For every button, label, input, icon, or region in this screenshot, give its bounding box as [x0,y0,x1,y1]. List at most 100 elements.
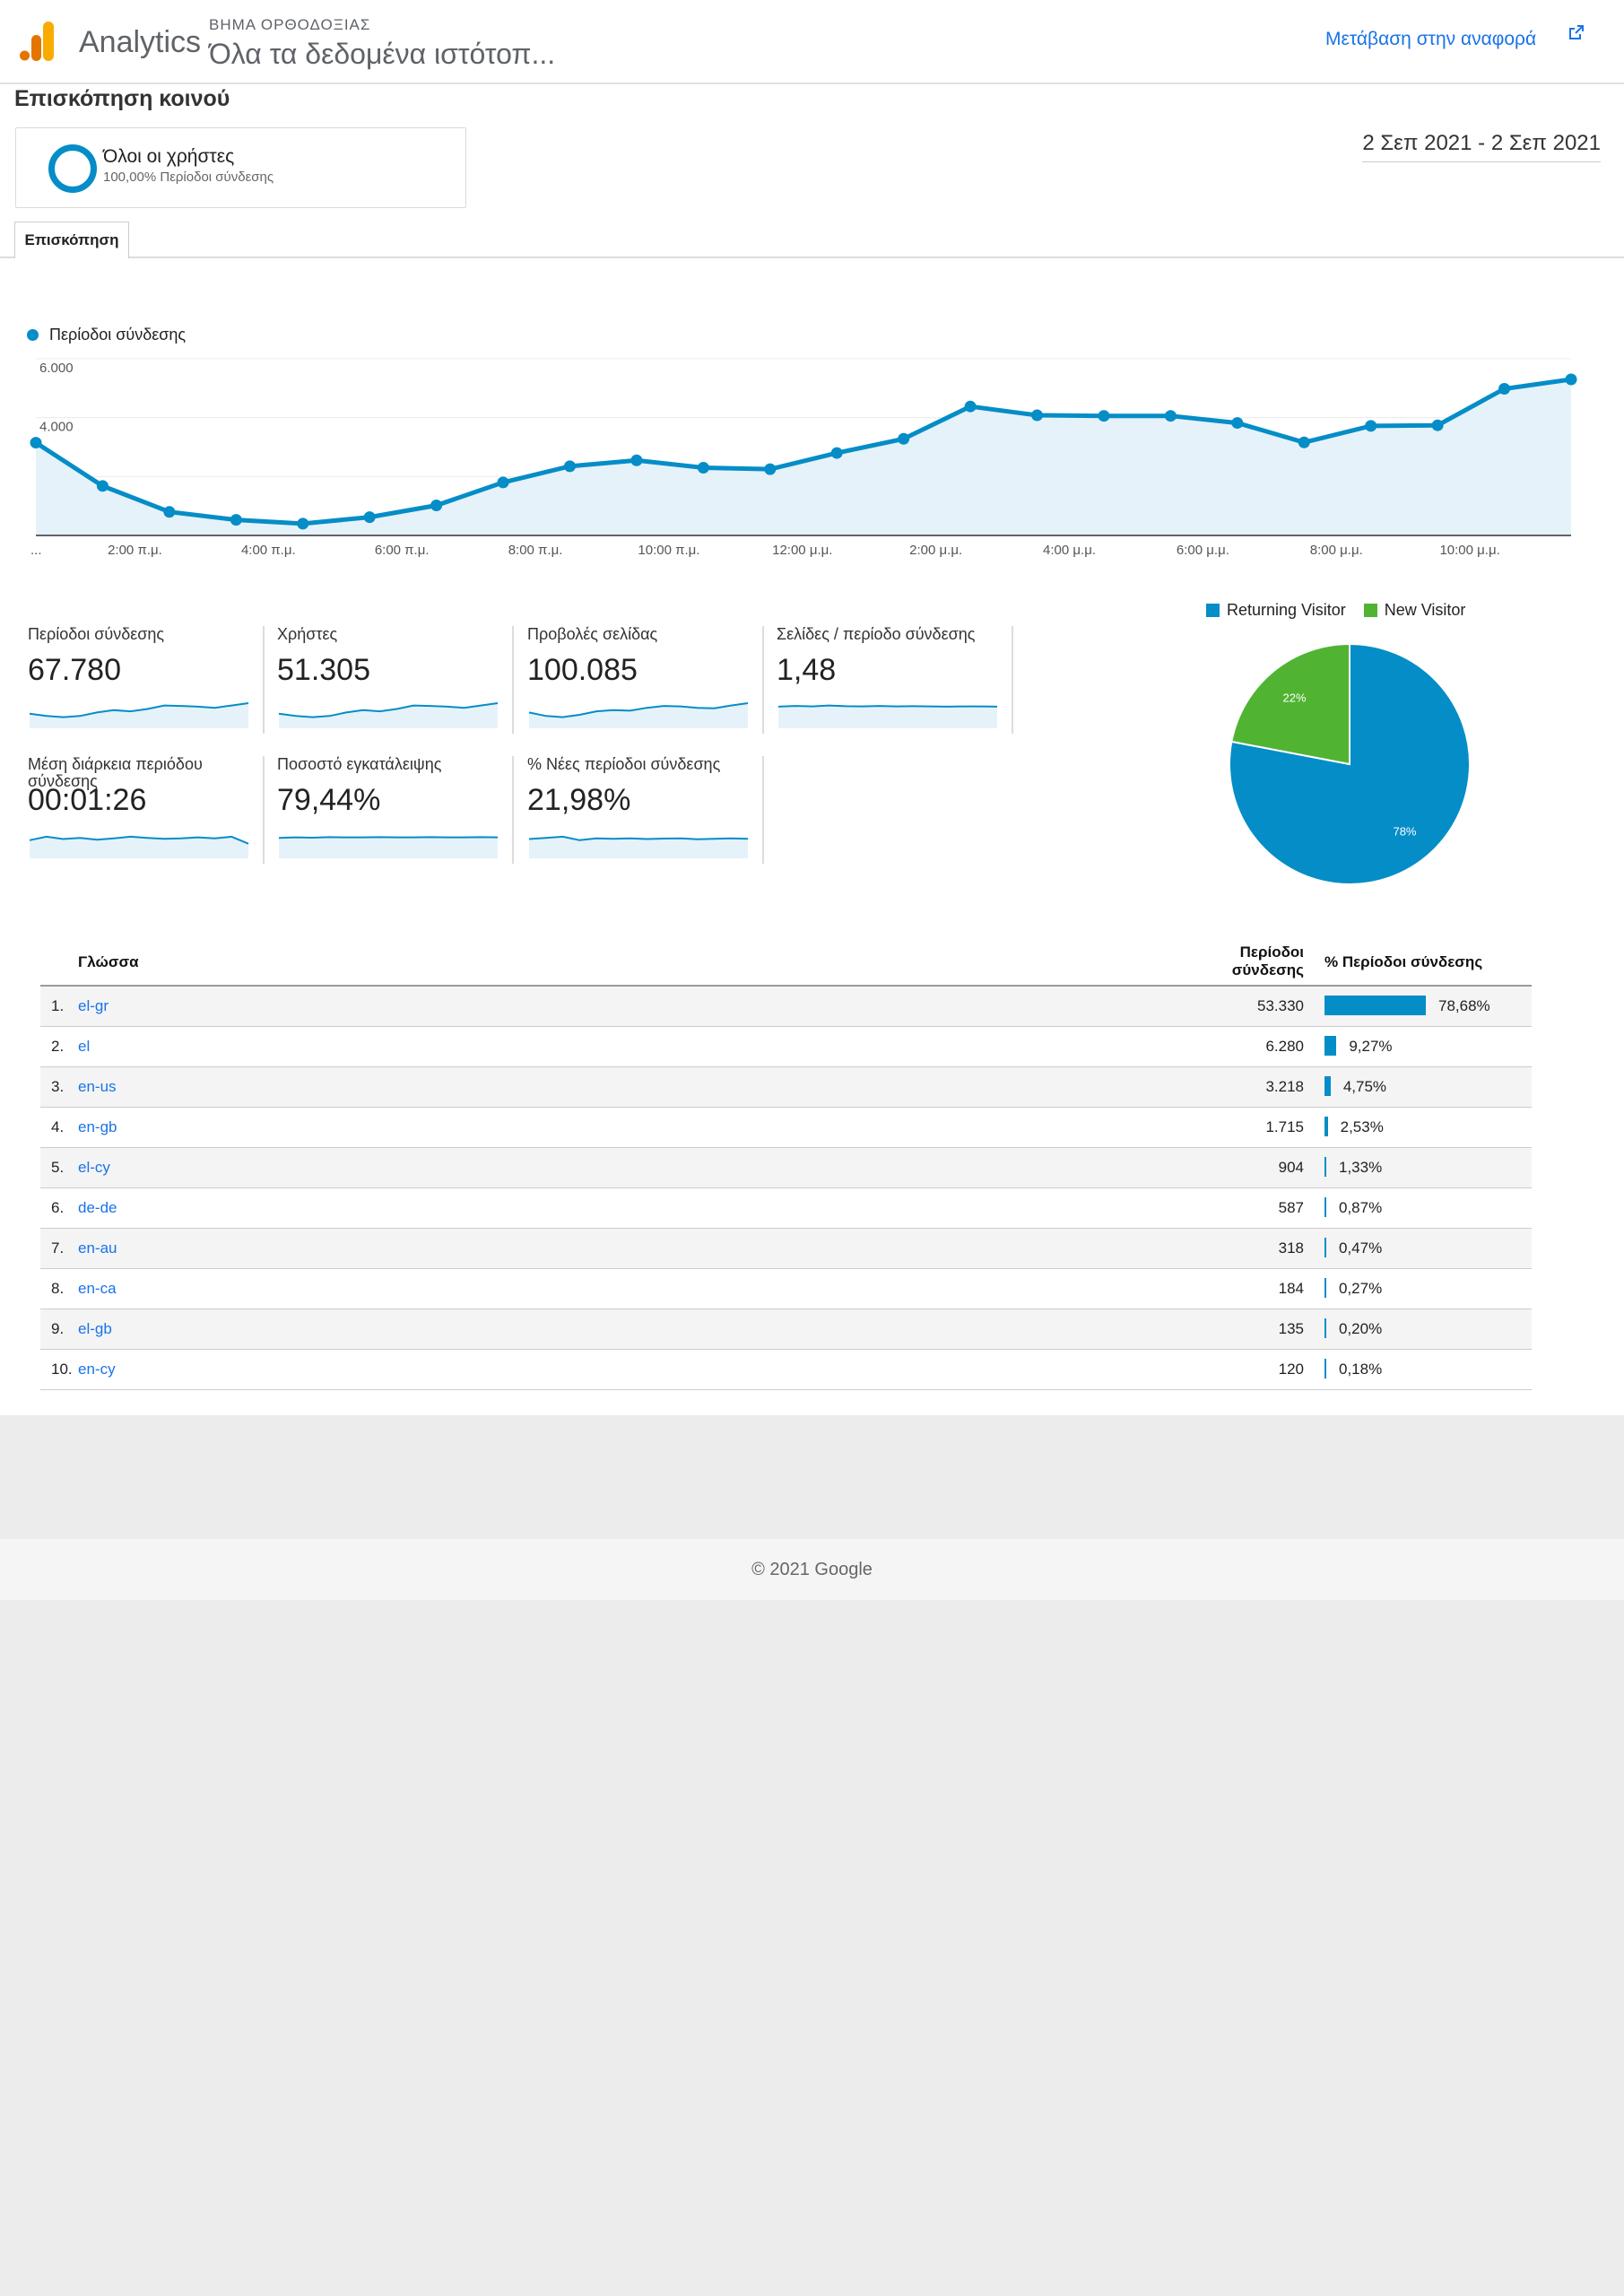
language-link[interactable]: el-gr [78,997,109,1014]
col-pct-sessions[interactable]: % Περίοδοι σύνδεσης [1324,953,1483,970]
data-point[interactable] [163,506,176,518]
metric-tile[interactable]: % Νέες περίοδοι σύνδεσης 21,98% [527,756,764,864]
col-sessions[interactable]: Περίοδοι σύνδεσης [1232,944,1304,979]
footer-copyright: © 2021 Google [0,1539,1624,1600]
metric-tile[interactable]: Μέση διάρκεια περιόδου σύνδεσης 00:01:26 [28,756,265,864]
data-point[interactable] [430,500,443,512]
data-point[interactable] [898,432,910,445]
language-link[interactable]: en-gb [78,1118,117,1135]
data-point[interactable] [1031,409,1044,422]
language-link[interactable]: en-au [78,1239,117,1257]
analytics-logo-icon[interactable] [20,22,56,61]
language-link[interactable]: el-gb [78,1320,112,1337]
pct-bar [1324,1359,1326,1378]
x-tick-label: 2:00 μ.μ. [909,543,962,558]
col-language[interactable]: Γλώσσα [78,953,139,970]
segment-ring-icon [48,144,97,193]
language-link[interactable]: en-cy [78,1361,116,1378]
language-link[interactable]: el-cy [78,1159,110,1176]
data-point[interactable] [1365,420,1377,432]
data-point[interactable] [1565,373,1577,386]
brand-name[interactable]: Analytics [79,25,202,59]
x-tick-label: 8:00 μ.μ. [1310,543,1363,558]
data-point[interactable] [630,454,643,466]
data-point[interactable] [1498,382,1511,395]
x-tick-label: 10:00 π.μ. [638,543,699,558]
segment-sub: 100,00% Περίοδοι σύνδεσης [103,170,274,185]
metric-value: 67.780 [28,653,121,687]
data-point[interactable] [1431,419,1444,431]
metric-sparkline [29,702,249,728]
sessions-value: 120 [1278,1361,1304,1378]
data-point[interactable] [230,514,242,526]
external-link-icon[interactable] [1569,25,1584,39]
page-title: Επισκόπηση κοινού [14,86,230,111]
row-number: 10. [51,1361,73,1378]
pct-bar [1324,1197,1326,1217]
table-row: 2. el 6.280 9,27% [40,1027,1532,1067]
data-point[interactable] [1298,436,1310,448]
property-selector[interactable]: Όλα τα δεδομένα ιστότοπ... [209,38,556,70]
metric-sparkline [777,704,998,728]
data-point[interactable] [1098,410,1110,422]
metric-tile[interactable]: Περίοδοι σύνδεσης 67.780 [28,626,265,734]
language-link[interactable]: en-ca [78,1280,117,1297]
data-point[interactable] [30,437,42,449]
data-point[interactable] [563,460,576,473]
data-point[interactable] [297,517,309,530]
metric-value: 100.085 [527,653,638,687]
data-point[interactable] [497,476,509,489]
table-row: 1. el-gr 53.330 78,68% [40,987,1532,1027]
row-number: 7. [51,1239,65,1257]
metric-label: Προβολές σελίδας [527,625,658,643]
data-point[interactable] [1231,417,1244,430]
account-name: ΒΗΜΑ ΟΡΘΟΔΟΞΙΑΣ [209,16,371,33]
metric-label: Ποσοστό εγκατάλειψης [277,755,442,773]
metric-value: 21,98% [527,783,631,817]
legend-dot-icon [27,329,39,341]
language-link[interactable]: en-us [78,1078,117,1095]
data-point[interactable] [96,480,109,492]
x-tick-label: 2:00 π.μ. [108,543,162,558]
pct-bar [1324,1278,1326,1298]
pct-value: 2,53% [1340,1118,1384,1135]
data-point[interactable] [363,511,376,524]
col-sessions-line2: σύνδεσης [1231,961,1304,978]
data-point[interactable] [764,463,777,475]
go-to-report-link[interactable]: Μετάβαση στην αναφορά [1325,29,1537,49]
language-link[interactable]: el [78,1038,91,1055]
data-point[interactable] [697,461,709,474]
data-point[interactable] [830,447,843,459]
x-tick-label: ... [30,543,42,558]
date-range-picker[interactable]: 2 Σεπ 2021 - 2 Σεπ 2021 [1362,131,1601,162]
table-row: 6. de-de 587 0,87% [40,1188,1532,1229]
legend-returning-label: Returning Visitor [1227,601,1346,619]
data-point[interactable] [964,400,977,413]
table-row: 7. en-au 318 0,47% [40,1229,1532,1269]
language-link[interactable]: de-de [78,1199,117,1216]
metric-sparkline [528,702,749,728]
pct-value: 78,68% [1438,997,1490,1014]
metric-tile[interactable]: Προβολές σελίδας 100.085 [527,626,764,734]
metric-tile[interactable]: Χρήστες 51.305 [277,626,514,734]
metric-tile[interactable]: Σελίδες / περίοδο σύνδεσης 1,48 [777,626,1013,734]
legend-new-label: New Visitor [1384,601,1466,619]
row-number: 5. [51,1159,65,1176]
y-tick-label: 4.000 [39,420,74,435]
data-point[interactable] [1164,410,1177,422]
x-tick-label: 6:00 π.μ. [375,543,430,558]
segment-selector[interactable]: Όλοι οι χρήστες 100,00% Περίοδοι σύνδεση… [15,127,466,208]
legend-returning-swatch [1206,604,1220,617]
top-header: Analytics ΒΗΜΑ ΟΡΘΟΔΟΞΙΑΣ Όλα τα δεδομέν… [0,0,1624,84]
pct-value: 0,47% [1339,1239,1383,1257]
pie-slice[interactable] [1230,642,1350,766]
pct-bar [1324,1318,1326,1338]
metric-tile[interactable]: Ποσοστό εγκατάλειψης 79,44% [277,756,514,864]
sessions-value: 587 [1278,1199,1304,1216]
metric-value: 79,44% [277,783,381,817]
language-table: Γλώσσα Περίοδοι σύνδεσης % Περίοδοι σύνδ… [40,942,1532,1390]
tab-overview[interactable]: Επισκόπηση [14,222,129,258]
table-row: 5. el-cy 904 1,33% [40,1148,1532,1188]
pct-value: 0,18% [1339,1361,1383,1378]
